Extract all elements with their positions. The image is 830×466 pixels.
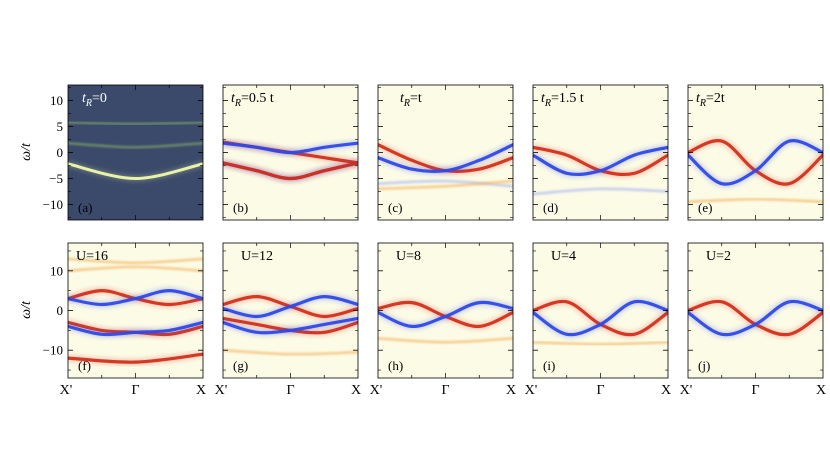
panel-h: U=8 (h) (377, 242, 514, 379)
panel-background (688, 85, 823, 220)
x-tick-label: Γ (751, 383, 759, 398)
x-tick-label: Γ (441, 383, 449, 398)
band-line-2 (68, 121, 203, 125)
panel-background (223, 243, 358, 378)
panel-letter: (e) (698, 200, 712, 215)
band-line-3 (378, 179, 513, 190)
panel-i: U=4 (i) (532, 242, 669, 379)
panel-f: 10 0 −10 U=16 (f) (43, 242, 204, 379)
band-line-3 (223, 141, 358, 155)
band-line-2 (533, 341, 668, 346)
x-tick-label: X (506, 383, 516, 398)
panel-letter: (g) (233, 358, 248, 373)
panel-background (533, 243, 668, 378)
panel-title: U=12 (241, 249, 273, 264)
y-tick-label: −5 (49, 171, 63, 186)
panel-letter: (j) (698, 358, 710, 373)
band-line-0 (68, 162, 203, 181)
band-line-2 (223, 161, 358, 181)
panel-letter: (a) (78, 200, 92, 215)
band-line-1 (68, 142, 203, 149)
y-tick-label: 5 (57, 119, 64, 134)
y-tick-label: 0 (57, 145, 64, 160)
band-line-4 (223, 349, 358, 356)
x-tick-label: X' (60, 383, 73, 398)
y-tick-label: 10 (50, 263, 63, 278)
band-line-2 (378, 179, 513, 188)
panel-title: U=4 (551, 249, 576, 264)
x-tick-label: X' (680, 383, 693, 398)
band-line-1 (533, 299, 668, 337)
panel-a: 10 5 0 −5 −10 tR=0 (a) (43, 84, 204, 221)
panel-title: tR=t (400, 91, 422, 109)
band-line-2 (378, 337, 513, 344)
x-tick-label: X (661, 383, 671, 398)
panel-b: tR=0.5 t (b) (222, 84, 359, 221)
y-tick-label: −10 (43, 197, 63, 212)
band-line-1 (378, 300, 513, 329)
panel-background (378, 243, 513, 378)
band-line-3 (223, 316, 358, 335)
x-tick-label: Γ (131, 383, 139, 398)
band-line-1 (533, 145, 668, 177)
panel-j: U=2 (j) (687, 242, 824, 379)
panel-background (688, 243, 823, 378)
panel-title: tR=0.5 t (231, 91, 274, 109)
band-line-1 (688, 299, 823, 337)
band-line-2 (688, 197, 823, 203)
x-tick-label: X' (525, 383, 538, 398)
x-tick-label: Γ (596, 383, 604, 398)
band-line-1 (223, 294, 358, 319)
panel-title: U=16 (76, 249, 108, 264)
panel-title: tR=1.5 t (541, 91, 584, 109)
panel-title: U=2 (706, 249, 731, 264)
y-tick-label: −10 (43, 343, 63, 358)
band-line-4 (68, 352, 203, 364)
panel-g: U=12 (g) (222, 242, 359, 379)
x-tick-label: X (196, 383, 206, 398)
band-line-1 (688, 139, 823, 186)
panel-letter: (i) (543, 358, 555, 373)
x-tick-label: Γ (286, 383, 294, 398)
band-line-1 (378, 143, 513, 173)
band-line-6 (68, 257, 203, 265)
panel-title: tR=2t (696, 91, 725, 109)
x-tick-label: X' (215, 383, 228, 398)
x-tick-label: X (351, 383, 361, 398)
panel-title: tR=0 (82, 91, 107, 109)
panel-letter: (h) (388, 358, 403, 373)
panel-title: U=8 (396, 249, 421, 264)
y-tick-label: 10 (50, 93, 63, 108)
panel-background (68, 85, 203, 220)
y-axis-title-top: ω/t (19, 142, 34, 161)
x-tick-label: X (816, 383, 826, 398)
panel-e: tR=2t (e) (687, 84, 824, 221)
panel-letter: (d) (543, 200, 558, 215)
band-line-2 (533, 187, 668, 196)
y-axis-title-bottom: ω/t (19, 300, 34, 319)
band-line-1 (68, 288, 203, 307)
x-tick-label: X' (370, 383, 383, 398)
panel-letter: (b) (233, 200, 248, 215)
panel-letter: (f) (78, 358, 91, 373)
y-tick-label: 0 (57, 303, 64, 318)
band-line-5 (68, 265, 203, 272)
panel-d: tR=1.5 t (d) (532, 84, 669, 221)
panel-c: tR=t (c) (377, 84, 514, 221)
panel-letter: (c) (388, 200, 402, 215)
band-line-3 (68, 320, 203, 337)
